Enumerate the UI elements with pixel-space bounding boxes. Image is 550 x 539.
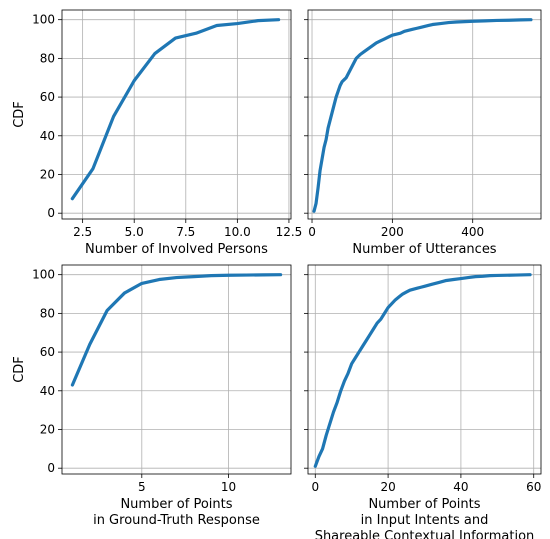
y-tick-label: 20 <box>40 422 55 436</box>
x-tick-label: 10 <box>221 480 236 494</box>
y-tick-label: 80 <box>40 306 55 320</box>
x-tick-label: 10.0 <box>224 225 251 239</box>
cdf-series-line <box>313 273 532 468</box>
cdf-series-line <box>70 273 283 387</box>
x-tick-label: 5 <box>138 480 146 494</box>
x-axis-label: Number of Points <box>120 497 232 512</box>
y-tick-label: 0 <box>47 206 55 220</box>
y-tick-label: 60 <box>40 345 55 359</box>
x-axis-label: Shareable Contextual Information <box>315 529 535 539</box>
x-tick-label: 0 <box>311 480 319 494</box>
cdf-series-line <box>70 18 281 201</box>
y-axis-label: CDF <box>12 101 27 128</box>
x-tick-label: 0 <box>308 225 316 239</box>
x-tick-label: 7.5 <box>176 225 195 239</box>
x-tick-label: 400 <box>461 225 484 239</box>
y-tick-label: 40 <box>40 129 55 143</box>
x-tick-label: 200 <box>381 225 404 239</box>
y-axis-label: CDF <box>12 356 27 383</box>
plot-frame <box>307 9 542 220</box>
y-tick-label: 80 <box>40 51 55 65</box>
x-tick-label: 12.5 <box>276 225 303 239</box>
y-tick-label: 60 <box>40 90 55 104</box>
chart-panel-2: 0 200 400 Number of Utterances <box>304 9 542 257</box>
x-tick-label: 5.0 <box>125 225 144 239</box>
y-tick-label: 100 <box>32 13 55 27</box>
x-axis-label: Number of Utterances <box>352 242 496 257</box>
plot-frame <box>307 264 542 475</box>
x-tick-label: 2.5 <box>73 225 92 239</box>
x-axis-label: Number of Involved Persons <box>85 242 268 257</box>
plot-frame <box>61 264 292 475</box>
x-tick-label: 60 <box>526 480 541 494</box>
x-axis-label: Number of Points <box>368 497 480 512</box>
x-axis-label: in Input Intents and <box>361 513 489 528</box>
plot-frame <box>61 9 292 220</box>
x-tick-label: 40 <box>453 480 468 494</box>
x-tick-label: 20 <box>380 480 395 494</box>
x-axis-label: in Ground-Truth Response <box>93 513 260 528</box>
y-tick-label: 40 <box>40 384 55 398</box>
y-tick-label: 100 <box>32 268 55 282</box>
cdf-series-line <box>312 18 533 213</box>
chart-panel-1: 2.5 5.0 7.5 10.0 12.5 0 20 40 60 80 100 Number of I… <box>12 9 303 257</box>
y-tick-label: 20 <box>40 167 55 181</box>
y-tick-label: 0 <box>47 461 55 475</box>
